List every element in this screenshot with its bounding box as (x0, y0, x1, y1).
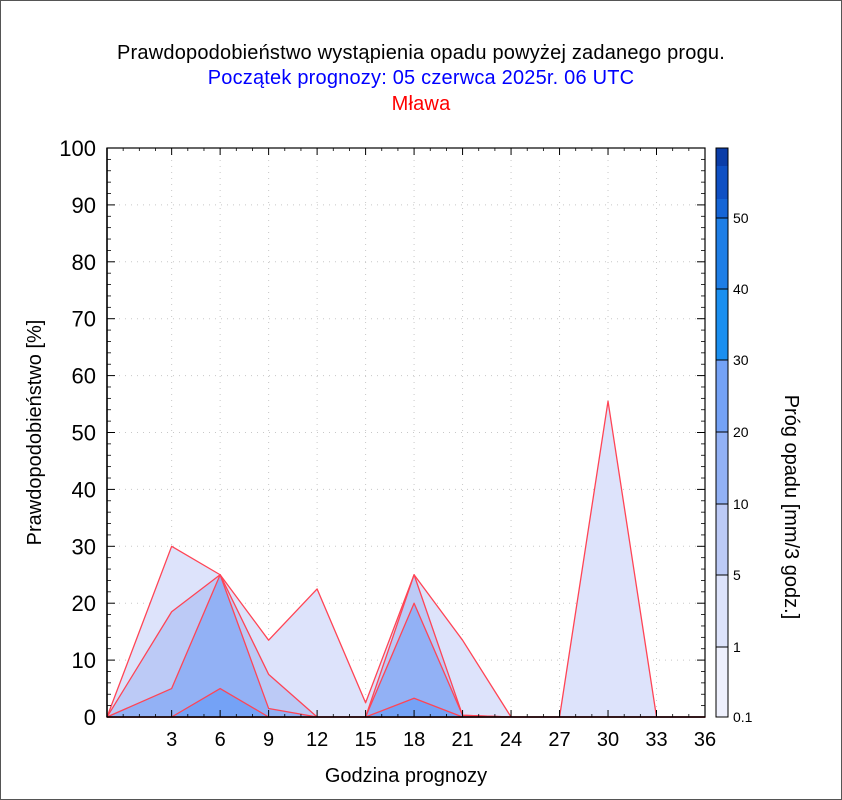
colorbar-band (716, 166, 728, 199)
x-tick-label: 3 (166, 729, 177, 751)
y-tick-label: 0 (84, 705, 96, 730)
colorbar-band (716, 218, 728, 289)
colorbar-tick-label: 0.1 (733, 709, 753, 725)
x-tick-label: 12 (306, 729, 328, 751)
colorbar-band (716, 289, 728, 360)
y-tick-label: 50 (72, 421, 96, 446)
colorbar-band (716, 504, 728, 575)
y-tick-label: 80 (72, 250, 96, 275)
y-tick-label: 60 (72, 364, 96, 389)
x-tick-label: 15 (354, 729, 376, 751)
axes: 3 6 9 12 15 18 21 24 27 30 33 360102030405060708090… (59, 136, 716, 751)
x-axis-label: Godzina prognozy (325, 765, 487, 787)
y-tick-label: 30 (72, 534, 96, 559)
colorbar-label: Próg opadu [mm/3 godz.] (780, 395, 802, 620)
y-tick-label: 90 (72, 193, 96, 218)
station-name: Mława (391, 93, 451, 115)
colorbar-band (716, 199, 728, 218)
chart-subtitle: Początek prognozy: 05 czerwca 2025r. 06 … (207, 67, 635, 89)
y-tick-label: 10 (72, 648, 96, 673)
colorbar-band (716, 575, 728, 647)
x-tick-label: 9 (263, 729, 274, 751)
y-axis-label: Prawdopodobieństwo [%] (24, 320, 46, 546)
x-tick-label: 21 (451, 729, 473, 751)
x-tick-label: 18 (403, 729, 425, 751)
colorbar-tick-label: 5 (733, 567, 741, 583)
y-tick-label: 70 (72, 307, 96, 332)
colorbar-tick-label: 50 (733, 210, 749, 226)
x-tick-label: 6 (215, 729, 226, 751)
x-tick-label: 36 (694, 729, 716, 751)
colorbar: 0.1 1 5 10 20 30 40 50 (715, 147, 753, 725)
colorbar-tick-label: 10 (733, 496, 749, 512)
x-tick-label: 33 (645, 729, 667, 751)
colorbar-band (716, 360, 728, 432)
area-series-0.1 (106, 400, 706, 718)
colorbar-tick-label: 20 (733, 424, 749, 440)
colorbar-tick-label: 1 (733, 639, 741, 655)
x-tick-label: 24 (500, 729, 522, 751)
x-tick-label: 30 (597, 729, 619, 751)
area-series (106, 400, 706, 718)
colorbar-band (716, 148, 728, 166)
y-tick-label: 20 (72, 591, 96, 616)
colorbar-tick-label: 40 (733, 281, 749, 297)
colorbar-band (716, 647, 728, 717)
x-tick-label: 27 (548, 729, 570, 751)
chart-title: Prawdopodobieństwo wystąpienia opadu pow… (117, 42, 725, 64)
colorbar-tick-label: 30 (733, 352, 749, 368)
y-tick-label: 100 (59, 136, 96, 161)
colorbar-band (716, 432, 728, 504)
y-tick-label: 40 (72, 477, 96, 502)
